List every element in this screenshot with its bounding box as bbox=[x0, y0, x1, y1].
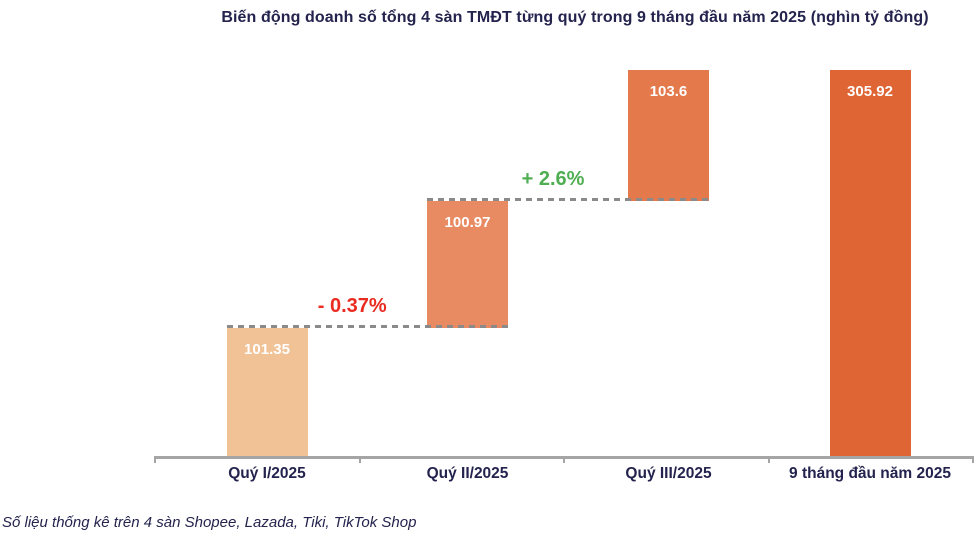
x-axis-tick bbox=[563, 456, 565, 463]
bar-value-label: 100.97 bbox=[444, 213, 491, 231]
change-percent-label: + 2.6% bbox=[521, 167, 585, 190]
source-note: Số liệu thống kê trên 4 sàn Shopee, Laza… bbox=[2, 514, 417, 531]
bar-value-label: 305.92 bbox=[847, 83, 893, 100]
change-percent-label: - 0.37% bbox=[317, 295, 387, 318]
x-axis-label: Quý II/2025 bbox=[426, 465, 509, 482]
x-axis-label: Quý I/2025 bbox=[228, 465, 306, 482]
x-axis-tick bbox=[972, 456, 974, 463]
bar-value-label: 101.35 bbox=[244, 341, 290, 359]
bar-value-label: 103.6 bbox=[649, 83, 688, 100]
x-axis-label: 9 tháng đầu năm 2025 bbox=[789, 465, 951, 482]
bar-3 bbox=[628, 70, 709, 201]
x-axis-tick bbox=[154, 456, 156, 463]
x-axis-tick bbox=[767, 456, 770, 463]
chart-title: Biến động doanh số tổng 4 sàn TMĐT từng … bbox=[221, 9, 929, 26]
bar-4 bbox=[829, 70, 911, 456]
bar-2 bbox=[427, 200, 508, 329]
bar-1 bbox=[226, 328, 308, 456]
x-axis-label: Quý III/2025 bbox=[625, 465, 712, 482]
connector-line bbox=[226, 325, 508, 329]
x-axis-tick bbox=[358, 456, 361, 463]
connector-line bbox=[427, 197, 709, 201]
